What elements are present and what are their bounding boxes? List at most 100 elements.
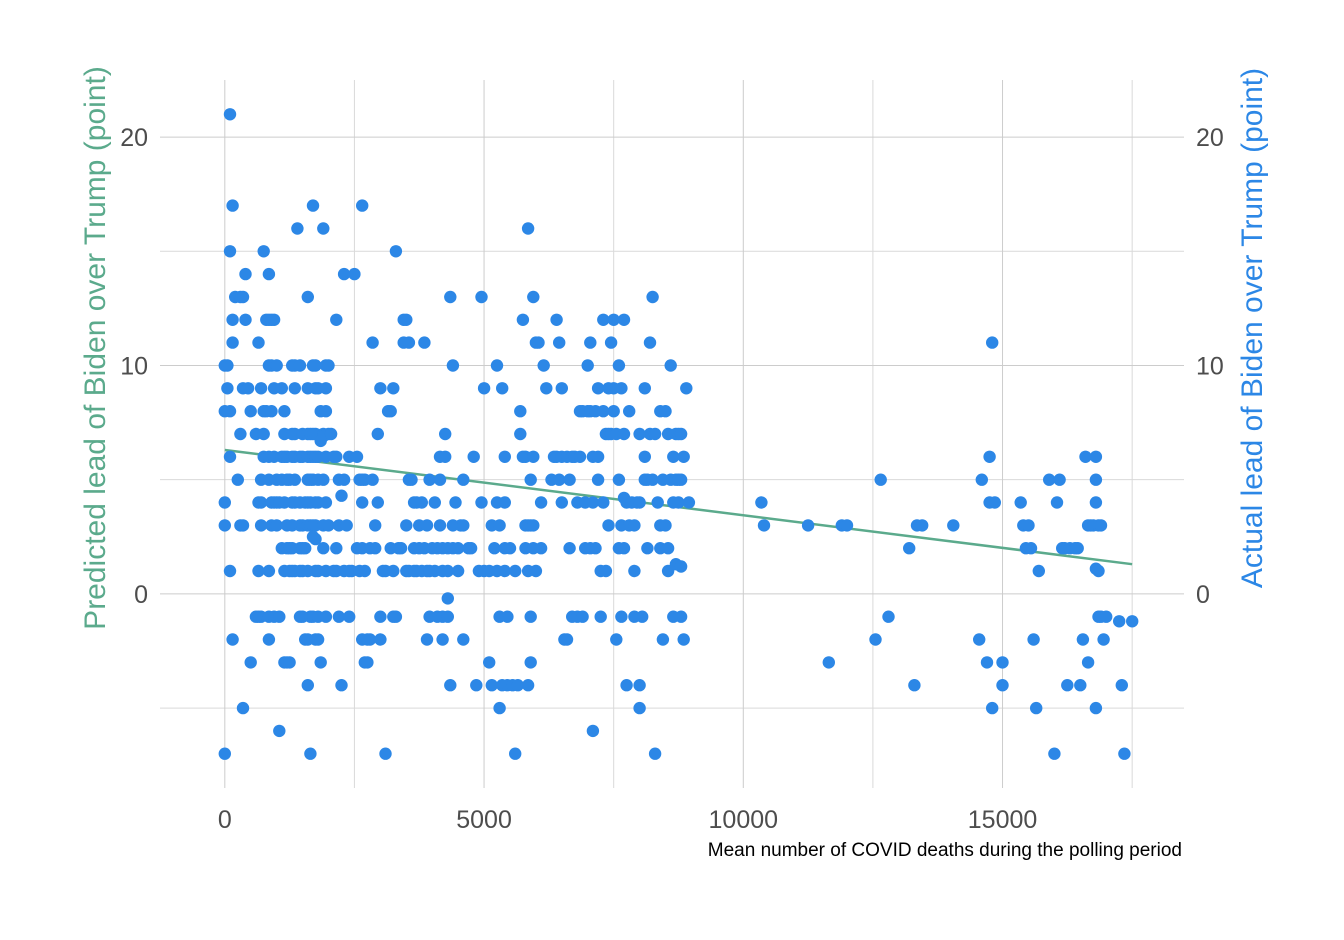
data-point [262, 633, 276, 646]
data-point [405, 473, 418, 486]
data-point [659, 519, 672, 532]
data-point [366, 473, 379, 486]
data-point [446, 359, 460, 372]
data-point [667, 610, 680, 623]
data-point [301, 290, 314, 304]
data-point [509, 564, 522, 578]
data-point [589, 542, 602, 555]
data-point [330, 450, 343, 463]
data-point [433, 473, 447, 486]
data-point [283, 656, 296, 669]
data-point [1113, 615, 1126, 628]
data-point [304, 747, 317, 760]
data-point [615, 382, 628, 395]
data-point [646, 473, 659, 486]
data-point [524, 656, 537, 669]
data-point [337, 473, 351, 486]
data-point [319, 496, 333, 509]
data-point [641, 542, 654, 555]
data-point [633, 496, 646, 509]
data-point [757, 519, 771, 532]
data-point [617, 313, 631, 326]
data-point [509, 747, 522, 760]
data-point [916, 519, 929, 532]
data-point [451, 564, 465, 578]
data-point [374, 610, 387, 623]
data-point [483, 656, 496, 669]
data-point [371, 427, 384, 441]
data-point [262, 267, 276, 281]
data-point [591, 450, 605, 463]
data-point [236, 290, 250, 304]
data-point [366, 336, 379, 349]
data-point [319, 405, 333, 418]
data-point [996, 656, 1009, 669]
data-point [236, 701, 250, 715]
data-point [656, 633, 670, 646]
data-point [672, 496, 685, 509]
data-point [475, 496, 488, 509]
data-point [387, 382, 400, 395]
data-point [597, 313, 610, 326]
data-point [1027, 633, 1040, 646]
data-point [594, 610, 607, 623]
data-point [223, 245, 237, 258]
data-point [1089, 473, 1103, 486]
data-point [903, 542, 916, 555]
y-left-tick-label: 0 [134, 581, 148, 609]
data-point [597, 496, 610, 509]
data-point [661, 542, 675, 555]
data-point [646, 290, 659, 304]
data-point [317, 542, 330, 555]
data-point [980, 656, 994, 669]
data-point [317, 222, 330, 235]
data-point [288, 473, 301, 486]
data-point [306, 199, 320, 212]
data-point [475, 290, 488, 304]
data-point [524, 473, 537, 486]
data-point [638, 382, 651, 395]
data-point [1053, 473, 1066, 486]
data-point [441, 610, 454, 623]
data-point [674, 427, 688, 441]
data-point [330, 542, 343, 555]
data-point [449, 496, 462, 509]
data-point [257, 427, 270, 441]
data-point [667, 450, 680, 463]
data-point [581, 359, 594, 372]
data-point [384, 405, 397, 418]
data-point [516, 313, 530, 326]
data-point [521, 222, 535, 235]
data-point [573, 450, 587, 463]
data-point [983, 450, 996, 463]
data-point [532, 336, 545, 349]
data-point [358, 564, 371, 578]
data-point [387, 564, 400, 578]
data-point [1043, 473, 1056, 486]
data-point [524, 610, 537, 623]
data-point [244, 656, 257, 669]
data-point [576, 610, 589, 623]
data-point [602, 519, 615, 532]
data-point [1048, 747, 1061, 760]
data-point [615, 610, 628, 623]
data-point [1050, 496, 1064, 509]
data-point [638, 450, 651, 463]
data-point [457, 633, 470, 646]
data-point [973, 633, 986, 646]
data-point [420, 633, 434, 646]
data-point [226, 336, 239, 349]
x-axis-title: Mean number of COVID deaths during the p… [708, 840, 1182, 861]
data-point [226, 199, 239, 212]
data-point [1076, 633, 1090, 646]
y-right-tick-label: 10 [1196, 352, 1224, 380]
y-axis-left-title: Predicted lead of Biden over Trump (poin… [79, 66, 112, 630]
data-point [241, 382, 255, 395]
data-point [550, 313, 563, 326]
data-point [324, 427, 338, 441]
data-point [369, 542, 382, 555]
data-point [563, 542, 576, 555]
data-point [947, 519, 960, 532]
data-point [369, 519, 382, 532]
